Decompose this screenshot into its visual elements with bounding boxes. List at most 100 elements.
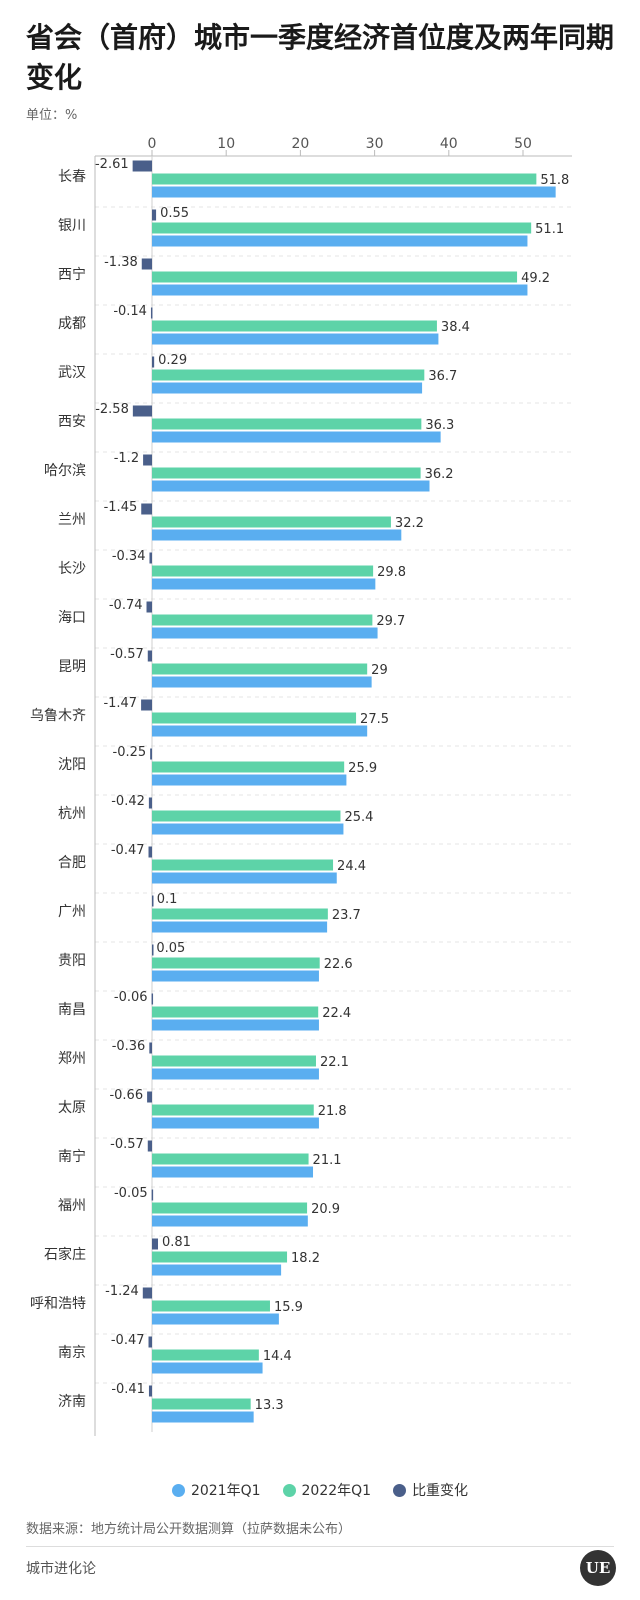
legend-dot-icon: [393, 1483, 407, 1497]
x-tick-label: 50: [514, 136, 532, 152]
legend-item: 2021年Q1: [171, 1480, 261, 1500]
data-label: 38.4: [441, 320, 470, 335]
bar-2021年Q1: [152, 774, 347, 786]
bar-比重变化: [141, 503, 152, 515]
legend-item: 2022年Q1: [282, 1480, 372, 1500]
data-label: 14.4: [263, 1349, 292, 1364]
legend-label: 2022年Q1: [301, 1483, 372, 1499]
bar-2022年Q1: [152, 271, 518, 283]
bar-比重变化: [152, 1238, 159, 1250]
data-label: 0.29: [158, 353, 187, 368]
data-label: 22.1: [320, 1055, 349, 1070]
bar-2021年Q1: [152, 823, 344, 835]
bar-2022年Q1: [152, 418, 422, 430]
bar-比重变化: [148, 797, 152, 809]
data-label: -1.2: [114, 451, 139, 466]
bar-2021年Q1: [152, 1117, 319, 1129]
x-tick-label: 40: [440, 136, 458, 152]
bar-比重变化: [146, 601, 152, 613]
category-label: 昆明: [58, 659, 86, 675]
data-label: 51.1: [535, 222, 564, 237]
unit-label: 单位：%: [26, 108, 78, 123]
data-label: 49.2: [521, 271, 550, 286]
bar-2021年Q1: [152, 1264, 282, 1276]
category-label: 呼和浩特: [30, 1296, 86, 1312]
bar-2022年Q1: [152, 1006, 319, 1018]
bar-2022年Q1: [152, 222, 532, 234]
bar-2022年Q1: [152, 1104, 314, 1116]
bar-比重变化: [152, 356, 155, 368]
data-label: -0.47: [111, 1333, 145, 1348]
category-label: 合肥: [58, 855, 86, 871]
data-label: 36.3: [425, 418, 454, 433]
legend-label: 比重变化: [412, 1483, 469, 1499]
data-label: 25.9: [348, 761, 377, 776]
bar-2021年Q1: [152, 1215, 308, 1227]
x-tick-label: 30: [366, 136, 384, 152]
data-label: 27.5: [360, 712, 389, 727]
data-label: 20.9: [311, 1202, 340, 1217]
bar-比重变化: [142, 1287, 152, 1299]
category-label: 广州: [58, 904, 86, 920]
bar-2021年Q1: [152, 1411, 254, 1423]
data-label: 29.7: [376, 614, 405, 629]
bar-2021年Q1: [152, 382, 423, 394]
bar-2021年Q1: [152, 1166, 314, 1178]
bar-2021年Q1: [152, 627, 378, 639]
data-label: 21.8: [318, 1104, 347, 1119]
data-label: -0.41: [111, 1382, 145, 1397]
category-label: 南宁: [58, 1148, 86, 1165]
data-label: -0.47: [111, 843, 145, 858]
data-label: -0.74: [109, 598, 143, 613]
category-label: 贵阳: [58, 953, 86, 969]
data-label: -0.05: [114, 1186, 148, 1201]
data-label: -2.61: [95, 157, 129, 172]
data-label: -0.57: [110, 1137, 144, 1152]
bar-比重变化: [148, 1336, 152, 1348]
category-label: 长沙: [58, 561, 86, 577]
bar-比重变化: [152, 944, 154, 956]
x-tick-label: 20: [291, 136, 309, 152]
bar-比重变化: [141, 258, 152, 270]
bar-2022年Q1: [152, 565, 374, 577]
data-label: 22.6: [324, 957, 353, 972]
legend-dot-icon: [171, 1483, 185, 1497]
category-label: 石家庄: [44, 1246, 86, 1263]
x-tick-label: 10: [217, 136, 235, 152]
data-label: -0.25: [113, 745, 147, 760]
data-label: 23.7: [332, 908, 361, 923]
data-label: 0.55: [160, 206, 189, 221]
data-label: 29: [371, 663, 388, 678]
data-label: -0.34: [112, 549, 146, 564]
data-label: -1.45: [104, 500, 138, 515]
bar-2022年Q1: [152, 859, 334, 871]
category-label: 西宁: [58, 266, 86, 283]
brand-logo-icon: UE: [580, 1550, 616, 1586]
bar-比重变化: [132, 405, 152, 417]
data-label: 22.4: [322, 1006, 351, 1021]
data-source-note: 数据来源：地方统计局公开数据测算（拉萨数据未公布）: [26, 1522, 352, 1537]
bar-2022年Q1: [152, 369, 425, 381]
data-label: 0.1: [157, 892, 178, 907]
bar-比重变化: [150, 748, 152, 760]
bar-比重变化: [150, 307, 153, 319]
category-label: 武汉: [58, 365, 86, 381]
data-label: -0.06: [114, 990, 148, 1005]
data-label: -0.66: [109, 1088, 143, 1103]
bar-2021年Q1: [152, 1068, 319, 1080]
data-label: 29.8: [377, 565, 406, 580]
category-label: 杭州: [58, 806, 86, 822]
bar-2022年Q1: [152, 908, 328, 920]
data-label: 25.4: [344, 810, 373, 825]
category-label: 海口: [58, 610, 86, 626]
bar-2021年Q1: [152, 480, 430, 492]
bar-比重变化: [143, 454, 152, 466]
bar-2021年Q1: [152, 1362, 263, 1374]
x-tick-label: 0: [148, 136, 157, 152]
category-label: 长春: [58, 169, 86, 185]
category-label: 济南: [58, 1394, 86, 1410]
bar-2022年Q1: [152, 957, 320, 969]
category-label: 福州: [58, 1198, 86, 1214]
data-label: -1.47: [103, 696, 137, 711]
bar-2022年Q1: [152, 1251, 288, 1263]
